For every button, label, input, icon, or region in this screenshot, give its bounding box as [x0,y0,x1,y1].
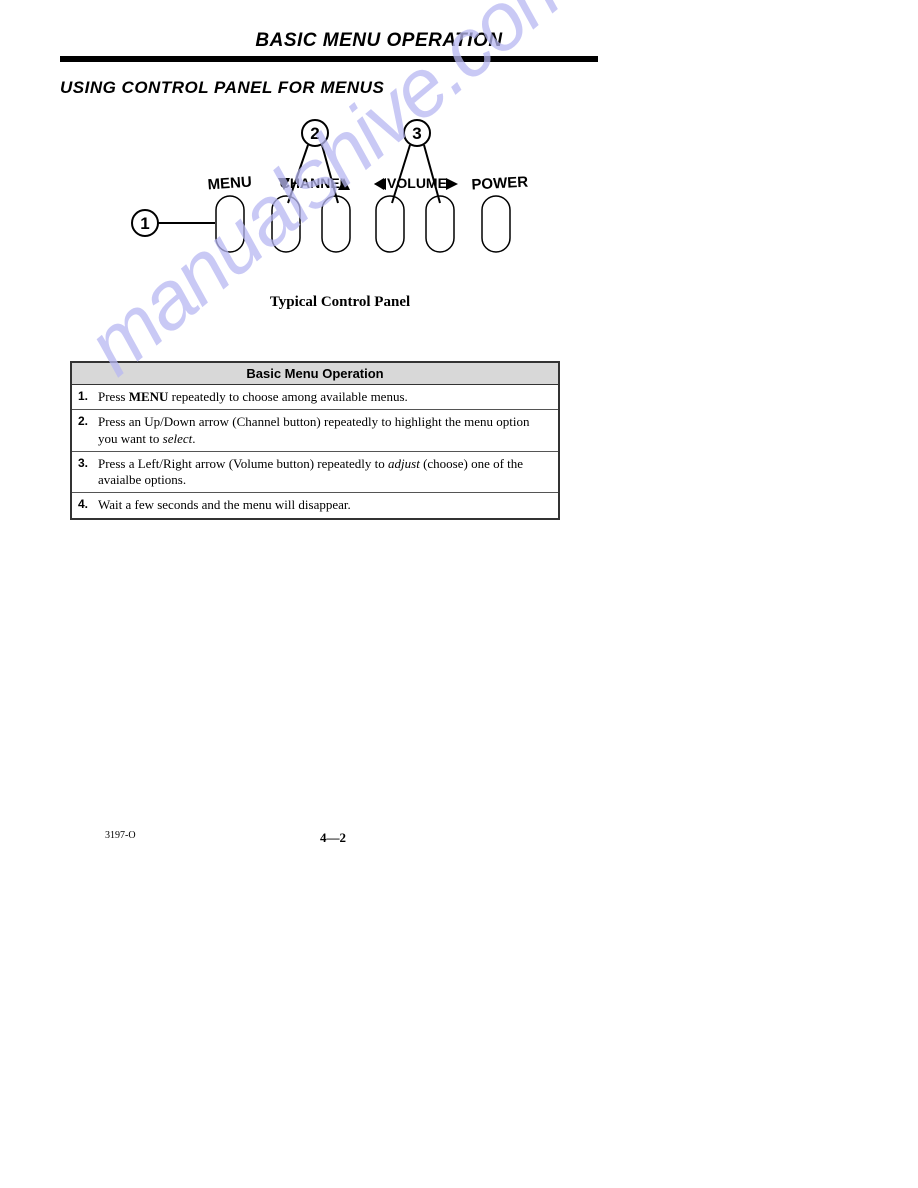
label-volume: VOLUME [387,175,447,191]
channel-down-button-shape [272,196,300,252]
page-number: 4—2 [320,830,346,846]
section-subtitle: USING CONTROL PANEL FOR MENUS [60,78,858,98]
table-row: 1.Press MENU repeatedly to choose among … [72,385,558,409]
instruction-table: Basic Menu Operation 1.Press MENU repeat… [70,361,560,520]
doc-code: 3197-O [105,830,136,841]
callout-3-line-b [424,145,440,203]
row-number: 2. [72,410,96,451]
label-menu: MENU [207,173,252,193]
table-title: Basic Menu Operation [72,363,558,385]
volume-right-icon [446,178,458,190]
row-number: 4. [72,493,96,517]
row-text: Press MENU repeatedly to choose among av… [96,385,414,409]
title-divider [60,56,598,62]
page-title: BASIC MENU OPERATION [160,30,598,52]
callout-2-line-b [322,145,338,203]
callout-1: 1 [140,214,149,233]
control-panel-diagram: 1 2 3 MENU CHANNEL VOLUME POWER [100,108,580,288]
row-number: 3. [72,452,96,493]
callout-3: 3 [412,124,421,143]
volume-right-button-shape [426,196,454,252]
diagram-caption: Typical Control Panel [100,294,580,311]
channel-up-button-shape [322,196,350,252]
table-body: 1.Press MENU repeatedly to choose among … [72,385,558,518]
row-text: Press an Up/Down arrow (Channel button) … [96,410,558,451]
callout-2: 2 [310,124,319,143]
document-page: BASIC MENU OPERATION USING CONTROL PANEL… [0,0,918,520]
callout-2-line-a [288,145,308,203]
table-row: 3.Press a Left/Right arrow (Volume butto… [72,451,558,493]
menu-button-shape [216,196,244,252]
table-row: 2.Press an Up/Down arrow (Channel button… [72,409,558,451]
label-power: POWER [471,174,529,194]
row-number: 1. [72,385,96,409]
label-channel: CHANNEL [280,175,349,191]
volume-left-tri [374,178,386,190]
diagram-svg: 1 2 3 MENU CHANNEL VOLUME POWER [100,108,530,288]
table-row: 4.Wait a few seconds and the menu will d… [72,492,558,517]
volume-left-button-shape [376,196,404,252]
callout-3-line-a [392,145,410,203]
row-text: Wait a few seconds and the menu will dis… [96,493,357,517]
power-button-shape [482,196,510,252]
row-text: Press a Left/Right arrow (Volume button)… [96,452,558,493]
